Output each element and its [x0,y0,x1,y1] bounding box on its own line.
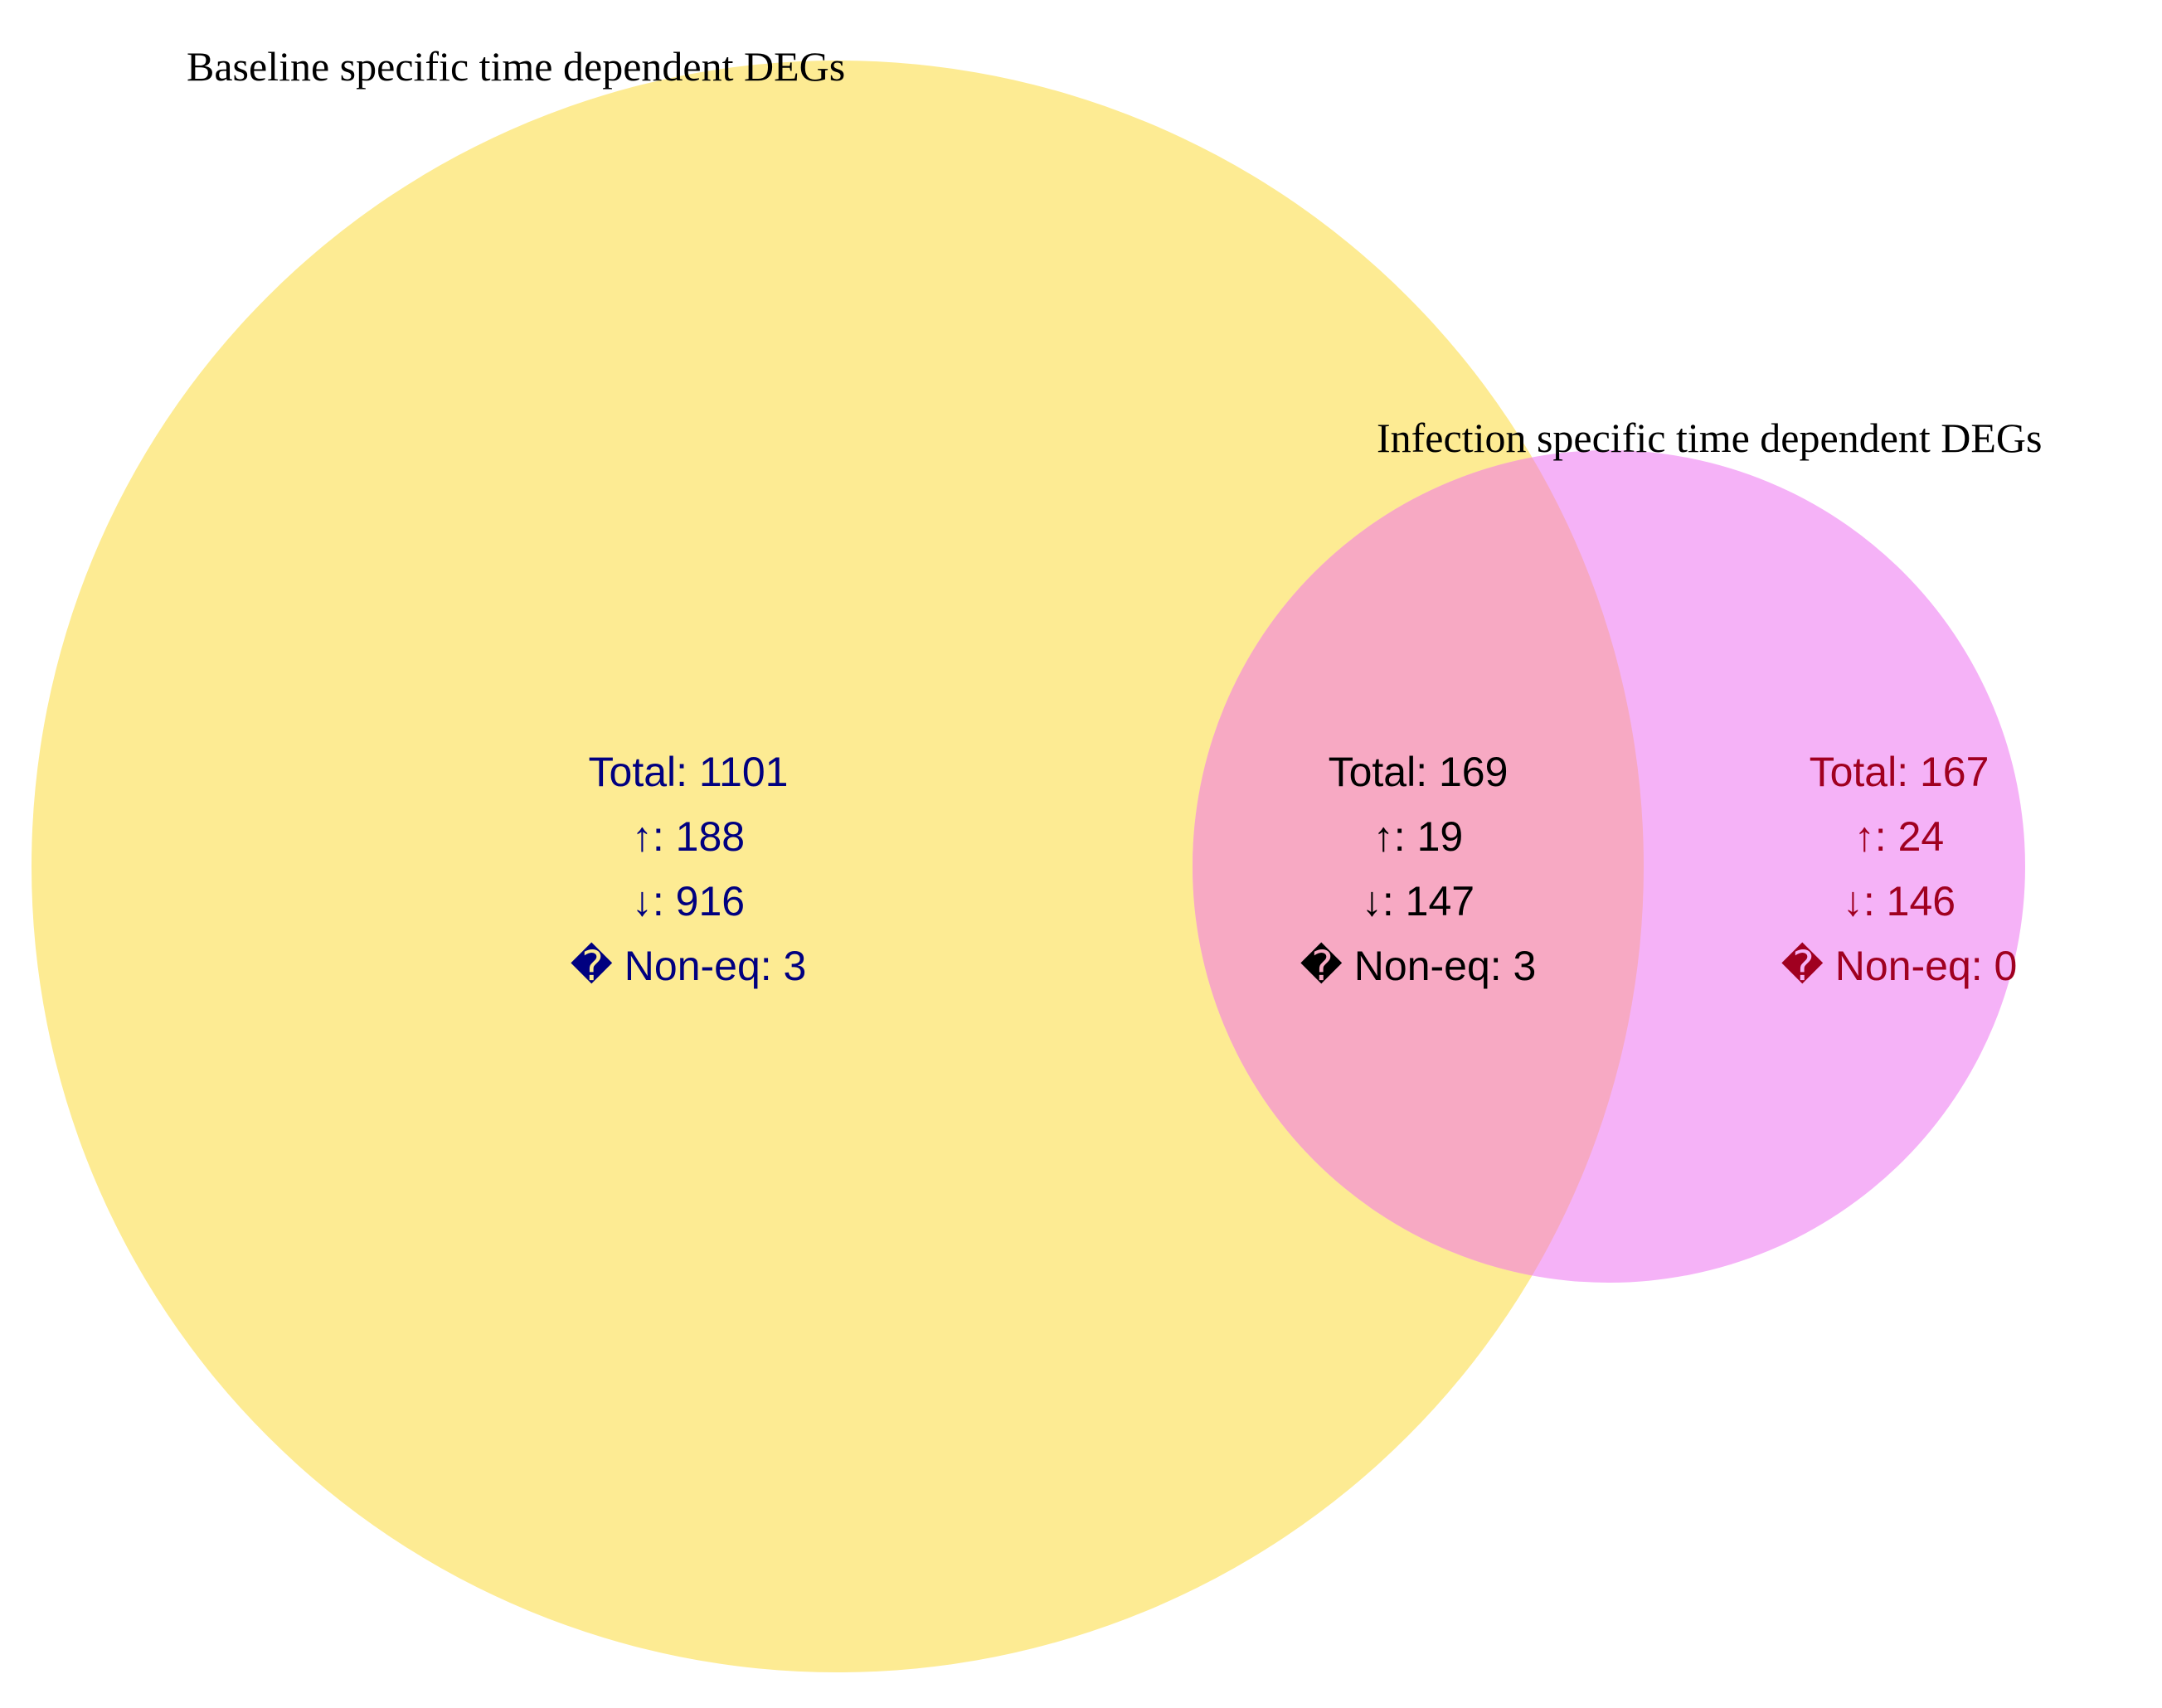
overlap-non-eq-label: � Non-eq: 3 [1300,942,1537,989]
infection-only-up-label: ↑: 24 [1854,813,1944,860]
infection-only-non-eq-label: � Non-eq: 0 [1781,942,2018,989]
baseline-only-non-eq-label: � Non-eq: 3 [571,942,807,989]
infection-only-counts: Total: 167 ↑: 24 ↓: 146 � Non-eq: 0 [1781,749,2018,989]
baseline-set-circle [32,61,1644,1672]
baseline-only-total-label: Total: 1101 [589,749,789,795]
infection-only-total-label: Total: 167 [1810,749,1990,795]
infection-only-down-label: ↓: 146 [1843,878,1956,924]
intersection-region [1193,450,1644,1283]
baseline-only-counts: Total: 1101 ↑: 188 ↓: 916 � Non-eq: 3 [571,749,807,989]
overlap-total-label: Total: 169 [1329,749,1509,795]
overlap-counts: Total: 169 ↑: 19 ↓: 147 � Non-eq: 3 [1300,749,1537,989]
baseline-only-down-label: ↓: 916 [632,878,745,924]
overlap-down-label: ↓: 147 [1362,878,1475,924]
infection-set-label: Infection specific time dependent DEGs [1377,415,2043,461]
baseline-set-label: Baseline specific time dependent DEGs [187,43,845,90]
overlap-up-label: ↑: 19 [1373,813,1463,860]
baseline-only-up-label: ↑: 188 [632,813,745,860]
